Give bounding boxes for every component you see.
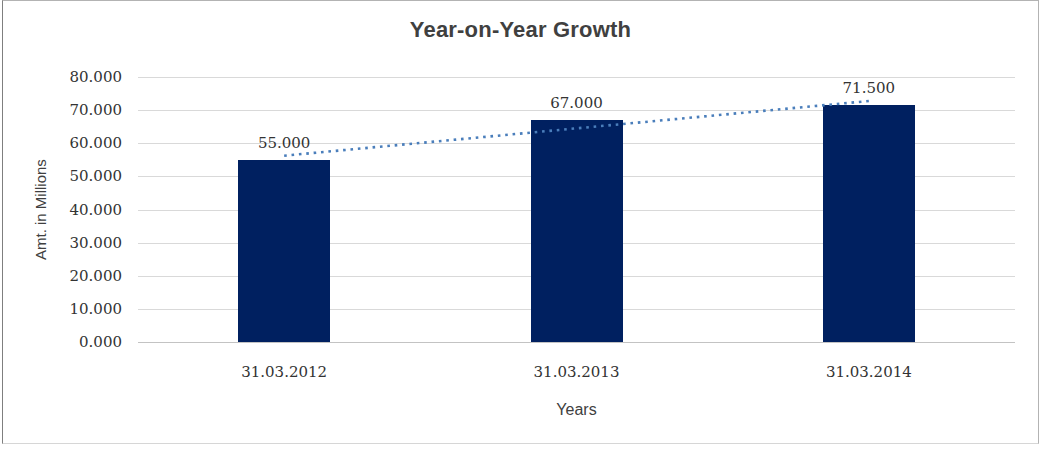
y-tick-label: 10.000 — [0, 300, 122, 318]
y-tick-label: 30.000 — [0, 234, 122, 252]
trendline — [138, 77, 1015, 342]
y-tick-label: 40.000 — [0, 201, 122, 219]
y-tick-label: 70.000 — [0, 101, 122, 119]
plot-area: 55.000 67.000 71.500 — [138, 77, 1015, 342]
chart-container: Year-on-Year Growth Amt. in Millions 0.0… — [0, 0, 1041, 450]
x-tick-label: 31.03.2012 — [214, 363, 354, 381]
y-tick-label: 60.000 — [0, 134, 122, 152]
data-label: 71.500 — [819, 79, 919, 97]
x-axis-title: Years — [138, 401, 1015, 419]
y-tick-label: 80.000 — [0, 68, 122, 86]
y-tick-label: 0.000 — [0, 333, 122, 351]
x-tick-label: 31.03.2014 — [799, 363, 939, 381]
x-tick-label: 31.03.2013 — [507, 363, 647, 381]
data-label: 67.000 — [527, 94, 627, 112]
data-label: 55.000 — [234, 134, 334, 152]
y-axis-tick-labels: 0.00010.00020.00030.00040.00050.00060.00… — [0, 77, 122, 342]
y-tick-label: 50.000 — [0, 167, 122, 185]
y-tick-label: 20.000 — [0, 267, 122, 285]
chart-title: Year-on-Year Growth — [0, 17, 1041, 43]
x-axis-category-labels: 31.03.2012 31.03.2013 31.03.2014 — [138, 342, 1015, 382]
